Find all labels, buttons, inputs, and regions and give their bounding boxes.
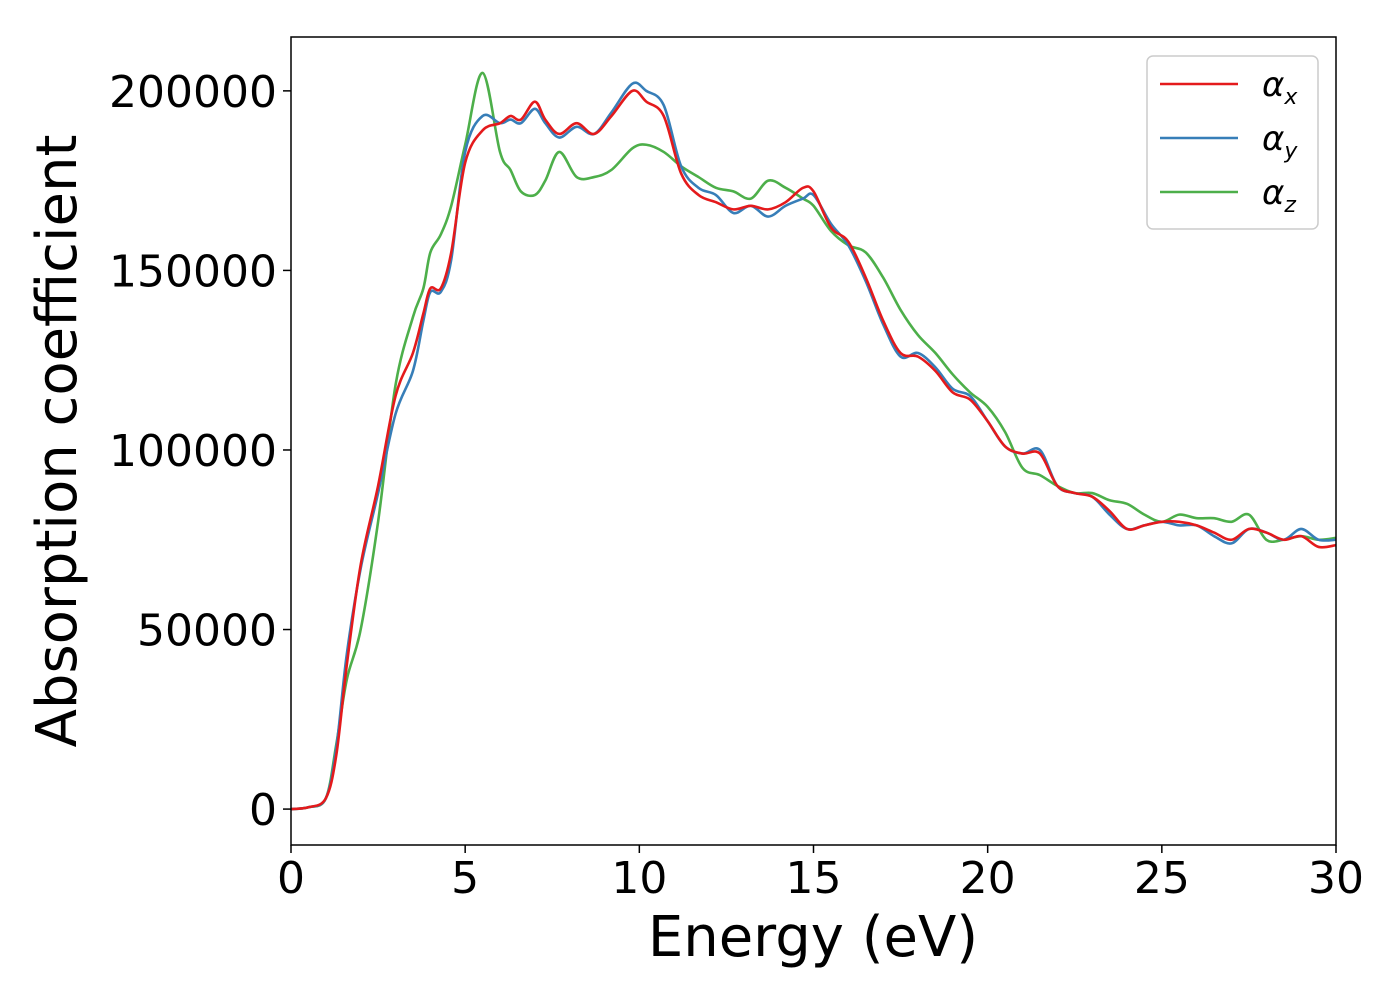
legend-subscript: x: [1283, 85, 1298, 110]
y-tick-label: 150000: [109, 246, 277, 297]
x-tick-label: 30: [1308, 853, 1364, 904]
series-line-z: [290, 71, 1337, 811]
x-tick-label: 5: [451, 853, 479, 904]
x-tick-label: 0: [277, 853, 305, 904]
legend-label-x: αx: [1262, 65, 1298, 110]
axis-ticks: 0 5 10 15 20 25 30 0 50000 100000 150000 200000: [109, 67, 1364, 904]
legend-symbol: α: [1262, 65, 1284, 105]
x-tick-label: 10: [611, 853, 667, 904]
legend-symbol: α: [1262, 119, 1284, 159]
legend-label-y: αy: [1262, 119, 1298, 164]
x-tick-label: 25: [1134, 853, 1190, 904]
y-tick-label: 200000: [109, 67, 277, 118]
y-tick-label: 100000: [109, 426, 277, 477]
y-tick-label: 50000: [137, 606, 277, 657]
x-tick-label: 20: [960, 853, 1016, 904]
legend-symbol: α: [1262, 173, 1284, 213]
y-axis-title: Absorption coefficient: [25, 135, 90, 748]
y-tick-label: 0: [249, 785, 277, 836]
legend-box: [1146, 55, 1319, 230]
series-lines: [290, 71, 1337, 811]
plot-frame: [290, 36, 1337, 846]
legend-label-z: αz: [1262, 173, 1296, 218]
legend-subscript: z: [1283, 193, 1296, 218]
series-line-x: [290, 89, 1337, 811]
legend-subscript: y: [1283, 139, 1298, 164]
x-tick-label: 15: [786, 853, 842, 904]
x-axis-title: Energy (eV): [648, 905, 978, 970]
